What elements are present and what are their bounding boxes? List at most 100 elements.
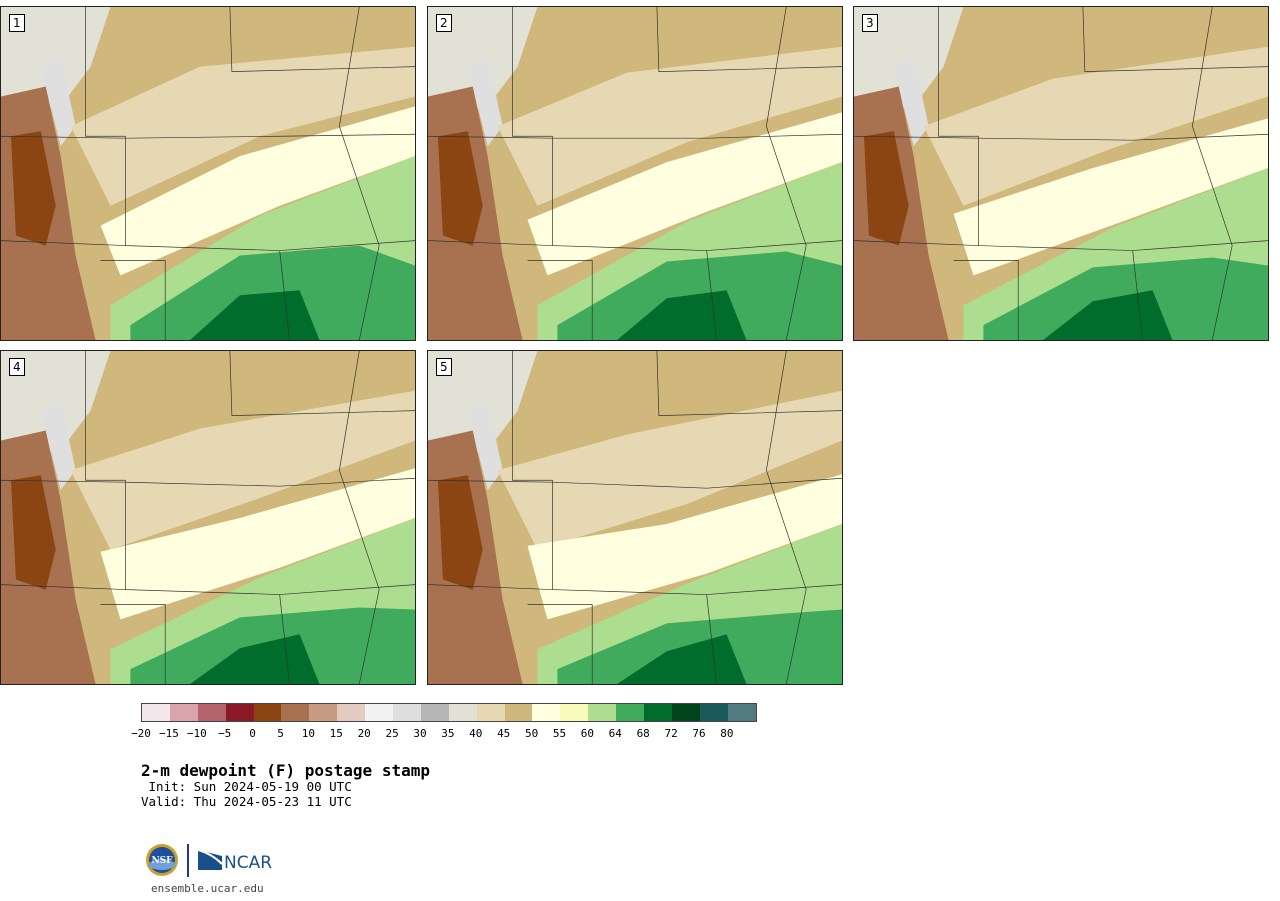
panel-label: 5 — [436, 358, 452, 376]
pale-region — [527, 474, 842, 620]
colorbar-tick-label: 60 — [580, 727, 595, 740]
state-border — [1, 240, 415, 251]
dewpoint-map — [1, 7, 415, 340]
sponsor-logos: NSF NCAR — [143, 843, 283, 881]
state-border — [1, 477, 415, 487]
state-border — [766, 7, 807, 340]
site-url: ensemble.ucar.edu — [151, 882, 264, 895]
state-border — [854, 133, 1268, 141]
state-border — [1082, 7, 1268, 72]
state-border — [428, 584, 842, 595]
colorbar-tick-label: 80 — [720, 727, 734, 740]
svg-text:NCAR: NCAR — [224, 853, 272, 872]
pale-region — [527, 112, 842, 276]
colorbar-tick-label: 68 — [636, 727, 650, 740]
light-tan-region — [497, 390, 842, 550]
colorbar-swatch — [393, 704, 421, 721]
dewpoint-map — [428, 7, 842, 340]
dewpoint-map — [428, 351, 842, 684]
very-humid-region — [190, 634, 320, 684]
very-dry-region — [863, 131, 909, 246]
ensemble-panel-2: 2 — [427, 6, 843, 341]
very-dry-region — [10, 475, 56, 590]
panel-label: 4 — [9, 358, 25, 376]
light-tan-region — [70, 46, 415, 206]
panel-label: 3 — [862, 14, 878, 32]
colorbar-swatch — [309, 704, 338, 721]
state-border — [854, 240, 1268, 251]
state-border — [279, 250, 290, 340]
light-tan-region — [923, 46, 1268, 206]
state-border — [527, 260, 593, 340]
state-border — [512, 7, 553, 246]
colorbar-tick-label: 5 — [277, 727, 284, 740]
state-border — [100, 260, 166, 340]
valid-time: Valid: Thu 2024-05-23 11 UTC — [141, 794, 352, 809]
colorbar-tick-label: −5 — [218, 727, 232, 740]
state-border — [428, 133, 842, 139]
init-time: Init: Sun 2024-05-19 00 UTC — [141, 779, 352, 794]
colorbar-swatch — [588, 704, 617, 721]
colorbar-tick-label: 40 — [469, 727, 483, 740]
state-border — [85, 7, 126, 246]
state-border — [85, 351, 126, 590]
state-border — [656, 7, 842, 72]
colorbar-tick-label: 55 — [552, 727, 567, 740]
state-border — [100, 604, 166, 684]
colorbar-tick-label: 35 — [441, 727, 455, 740]
state-border — [938, 7, 979, 246]
state-border — [1132, 250, 1143, 340]
dewpoint-colorbar — [141, 703, 757, 722]
very-dry-region — [437, 475, 483, 590]
colorbar-tick-label: 50 — [524, 727, 539, 740]
gray-region — [467, 400, 503, 491]
colorbar-tick-label: 0 — [249, 727, 256, 740]
colorbar-swatch — [699, 704, 728, 721]
colorbar-swatch — [420, 704, 449, 721]
very-humid-region — [617, 290, 747, 340]
colorbar-swatch — [142, 704, 170, 721]
ensemble-panel-4: 4 — [0, 350, 416, 685]
very-dry-region — [10, 131, 56, 246]
colorbar-swatch — [448, 704, 477, 721]
panel-label: 1 — [9, 14, 25, 32]
ncar-logo-icon: NCAR — [198, 849, 272, 872]
light-tan-region — [70, 390, 415, 550]
state-border — [656, 351, 842, 416]
chart-title: 2-m dewpoint (F) postage stamp — [141, 761, 430, 780]
colorbar-swatch — [365, 704, 394, 721]
colorbar-tick-label: 10 — [301, 727, 316, 740]
state-border — [706, 594, 717, 684]
state-border — [339, 7, 380, 340]
colorbar-swatch — [225, 704, 254, 721]
dewpoint-map — [854, 7, 1268, 340]
colorbar-tick-label: 76 — [692, 727, 706, 740]
colorbar-ticks: −20 −15 −10 −5 0 5 10 15 20 25 30 35 40 45 50 55 60 64 68 7… — [131, 727, 755, 741]
colorbar-swatch — [671, 704, 700, 721]
state-border — [512, 351, 553, 590]
pale-region — [953, 118, 1268, 276]
light-tan-region — [497, 46, 842, 206]
state-border — [229, 7, 415, 72]
very-humid-region — [190, 290, 320, 340]
colorbar-swatch — [337, 704, 366, 721]
state-border — [279, 594, 290, 684]
colorbar-swatch — [560, 704, 589, 721]
pale-region — [100, 106, 415, 276]
state-border — [953, 260, 1019, 340]
colorbar-swatch — [532, 704, 561, 721]
colorbar-swatch — [197, 704, 226, 721]
ensemble-panel-3: 3 — [853, 6, 1269, 341]
colorbar-swatch — [253, 704, 282, 721]
colorbar-tick-label: 15 — [329, 727, 343, 740]
colorbar-tick-label: −10 — [186, 727, 207, 740]
state-border — [1, 584, 415, 595]
colorbar-swatch — [169, 704, 198, 721]
gray-region — [467, 56, 503, 147]
gray-region — [893, 56, 929, 147]
colorbar-swatch — [504, 704, 533, 721]
colorbar-tick-label: −20 — [131, 727, 151, 740]
state-border — [229, 351, 415, 416]
colorbar-tick-label: 25 — [385, 727, 399, 740]
very-humid-region — [617, 634, 747, 684]
